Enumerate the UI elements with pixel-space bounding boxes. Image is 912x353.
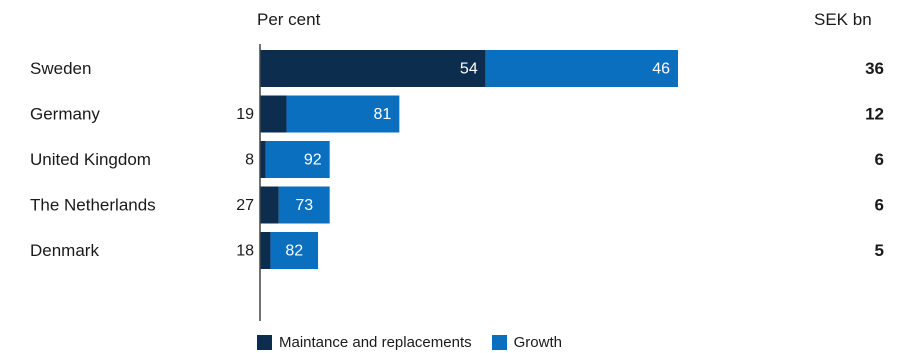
bar-maintenance [260, 232, 271, 269]
data-label-maintenance: 27 [236, 197, 254, 214]
total-label: 6 [875, 150, 884, 169]
bar-growth [485, 50, 678, 87]
data-label-maintenance: 8 [245, 152, 254, 169]
bar-growth [265, 141, 330, 178]
legend: Maintance and replacements Growth [257, 334, 582, 351]
data-label-maintenance: 19 [236, 106, 254, 123]
bar-growth [278, 186, 330, 224]
bar-maintenance [260, 186, 279, 224]
legend-item-maintenance: Maintance and replacements [257, 334, 472, 351]
legend-label-growth: Growth [513, 334, 562, 351]
data-label-growth: 73 [295, 197, 313, 214]
category-label: Sweden [30, 59, 91, 78]
category-label: The Netherlands [30, 195, 156, 214]
bar-growth [286, 95, 400, 133]
category-label: United Kingdom [30, 150, 151, 169]
legend-swatch-growth [491, 335, 507, 350]
bar-maintenance [260, 50, 486, 87]
data-label-growth: 46 [652, 61, 670, 78]
total-label: 6 [875, 195, 884, 214]
total-label: 12 [865, 104, 884, 123]
data-label-maintenance: 54 [460, 61, 478, 78]
category-label: Germany [30, 104, 100, 123]
legend-item-growth: Growth [491, 334, 562, 351]
left-header: Per cent [257, 10, 321, 29]
data-label-growth: 81 [374, 106, 392, 123]
data-label-maintenance: 18 [236, 243, 254, 260]
data-label-growth: 82 [285, 243, 303, 260]
data-label-growth: 92 [304, 152, 322, 169]
right-header: SEK bn [814, 10, 872, 29]
bar-maintenance [260, 141, 266, 178]
legend-swatch-maintenance [257, 335, 272, 350]
category-label: Denmark [30, 241, 99, 260]
bar-maintenance [260, 95, 287, 133]
total-label: 36 [865, 59, 884, 78]
bar-growth [270, 232, 319, 269]
total-label: 5 [875, 241, 884, 260]
legend-label-maintenance: Maintance and replacements [279, 334, 472, 351]
